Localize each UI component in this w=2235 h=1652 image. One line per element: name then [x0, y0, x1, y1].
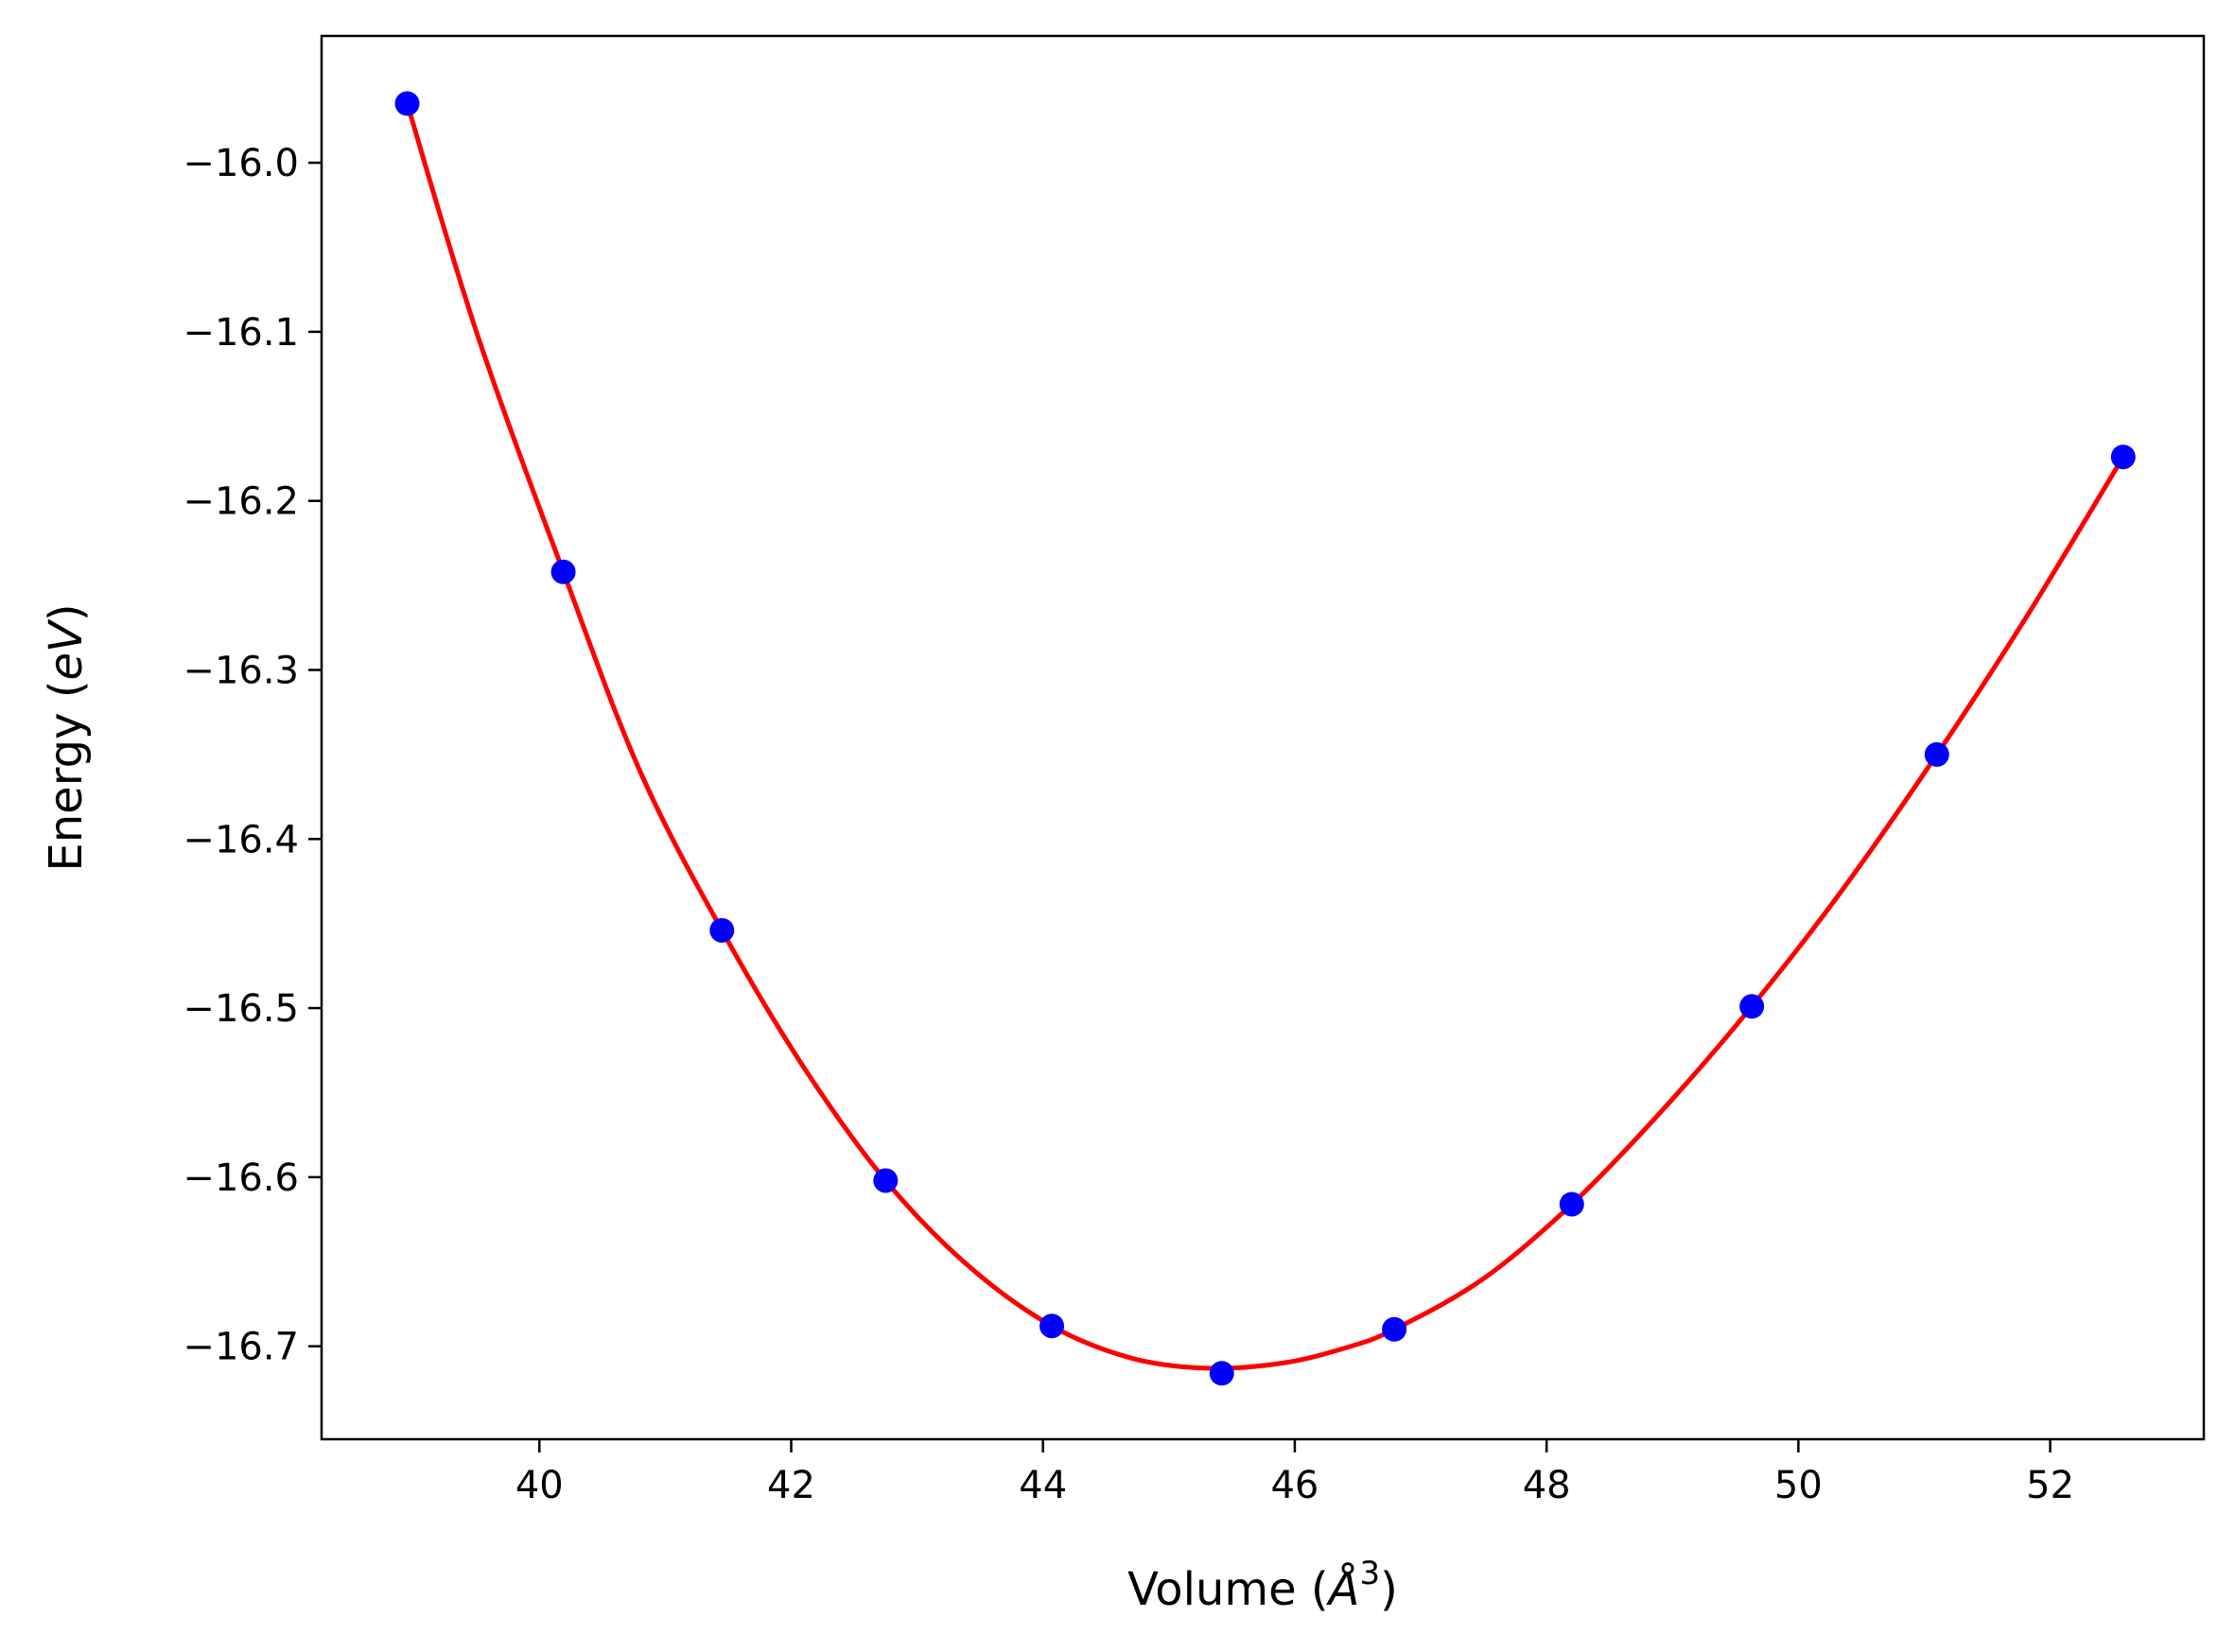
y-tick-label: −16.2: [183, 480, 299, 524]
data-point: [709, 917, 735, 943]
plot-frame: [320, 34, 2206, 1441]
y-tick-label: −16.5: [183, 987, 299, 1031]
x-axis-label-unit: Å: [1326, 1562, 1360, 1616]
y-axis-label: Energy (eV): [40, 603, 93, 871]
x-axis: 40 42 44 46 48 50 52: [515, 1439, 2074, 1507]
x-tick-label: 42: [767, 1464, 815, 1507]
y-axis-label-unit: eV: [40, 618, 93, 681]
x-axis-label-exponent: 3: [1359, 1555, 1380, 1592]
fit-curve-line: [405, 102, 2125, 1371]
data-point: [394, 91, 420, 116]
data-points-layer: [394, 91, 2136, 1386]
x-tick-label: 44: [1019, 1464, 1067, 1507]
data-point: [1739, 994, 1765, 1019]
x-axis-label-suffix: ): [1380, 1563, 1398, 1616]
y-tick-label: −16.7: [183, 1326, 299, 1369]
data-point: [550, 559, 576, 584]
data-point: [1209, 1361, 1234, 1386]
x-tick-label: 48: [1523, 1464, 1571, 1507]
x-axis-label-prefix: Volume (: [1127, 1563, 1329, 1616]
y-axis: −16.0 −16.1 −16.2 −16.3 −16.4 −16.5 −16.6 −16.7: [183, 142, 322, 1369]
data-point: [1382, 1316, 1407, 1342]
y-tick-label: −16.1: [183, 311, 299, 355]
y-tick-label: −16.3: [183, 649, 299, 692]
data-point: [2110, 444, 2136, 470]
data-point: [1039, 1313, 1065, 1339]
x-tick-label: 46: [1270, 1464, 1318, 1507]
data-point: [873, 1168, 899, 1193]
fit-curve-layer: [405, 102, 2125, 1371]
data-point: [1559, 1191, 1584, 1217]
x-axis-label: Volume (Å3): [1127, 1555, 1398, 1616]
y-tick-label: −16.6: [183, 1156, 299, 1200]
y-tick-label: −16.0: [183, 142, 299, 185]
y-axis-label-suffix: ): [40, 603, 93, 621]
x-tick-label: 50: [1774, 1464, 1823, 1507]
x-tick-label: 40: [515, 1464, 564, 1507]
y-tick-label: −16.4: [183, 818, 299, 861]
x-tick-label: 52: [2026, 1464, 2074, 1507]
data-point: [1924, 741, 1949, 767]
y-axis-label-prefix: Energy (: [40, 681, 93, 872]
